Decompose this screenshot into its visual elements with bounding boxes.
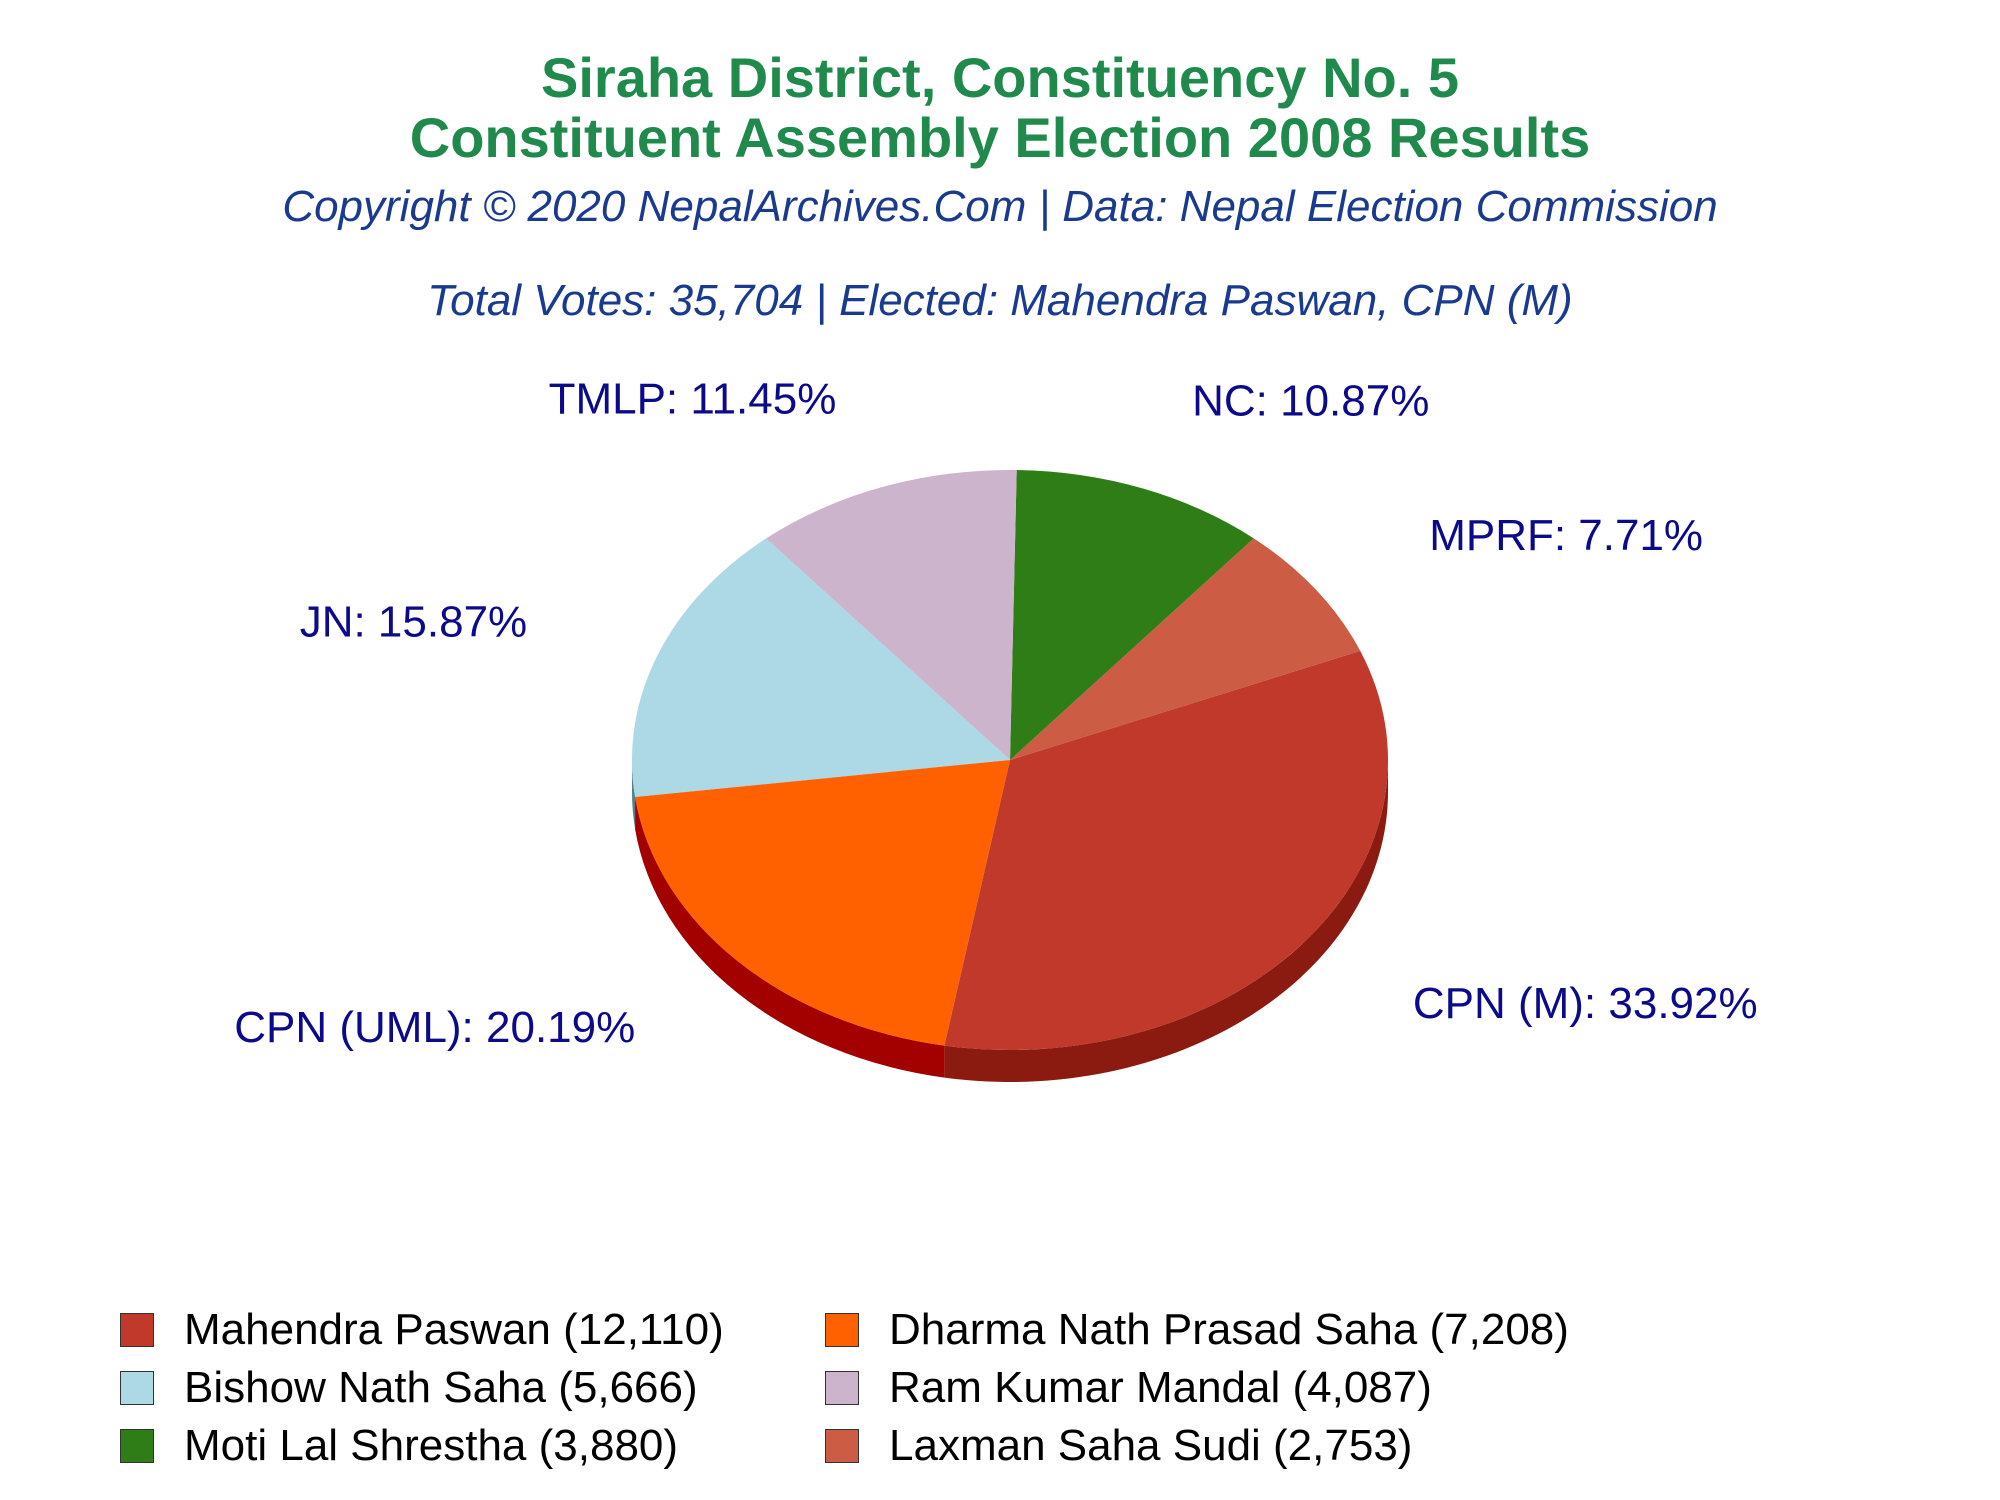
pie-slice bbox=[631, 538, 1010, 797]
legend-item: Laxman Saha Sudi (2,753) bbox=[825, 1416, 1412, 1476]
legend-item: Moti Lal Shrestha (3,880) bbox=[120, 1416, 678, 1476]
legend-item: Dharma Nath Prasad Saha (7,208) bbox=[825, 1300, 1569, 1360]
pie-side-wall bbox=[635, 796, 945, 1078]
legend-swatch bbox=[825, 1313, 859, 1347]
pie-slice bbox=[766, 470, 1017, 760]
legend-label: Laxman Saha Sudi (2,753) bbox=[889, 1421, 1413, 1470]
slice-label: NC: 10.87% bbox=[1192, 377, 1429, 426]
chart-title-line2: Constituent Assembly Election 2008 Resul… bbox=[409, 106, 1591, 169]
slice-label: CPN (UML): 20.19% bbox=[234, 1003, 635, 1052]
legend-item: Ram Kumar Mandal (4,087) bbox=[825, 1358, 1432, 1418]
chart-summary: Total Votes: 35,704 | Elected: Mahendra … bbox=[427, 276, 1573, 325]
legend-label: Mahendra Paswan (12,110) bbox=[184, 1305, 724, 1354]
slice-label: JN: 15.87% bbox=[300, 598, 527, 647]
legend-label: Dharma Nath Prasad Saha (7,208) bbox=[889, 1305, 1569, 1354]
legend-item: Bishow Nath Saha (5,666) bbox=[120, 1358, 698, 1418]
pie-side-wall bbox=[632, 760, 636, 829]
pie-slice bbox=[944, 650, 1388, 1050]
slice-label: MPRF: 7.71% bbox=[1429, 511, 1703, 560]
legend-label: Bishow Nath Saha (5,666) bbox=[184, 1363, 698, 1412]
chart-title: Siraha District, Constituency No. 5 bbox=[541, 46, 1459, 109]
slice-label: TMLP: 11.45% bbox=[549, 374, 837, 423]
legend-swatch bbox=[120, 1313, 154, 1347]
legend-swatch bbox=[825, 1429, 859, 1463]
legend-swatch bbox=[120, 1429, 154, 1463]
pie-slice bbox=[1010, 538, 1361, 760]
legend-label: Moti Lal Shrestha (3,880) bbox=[184, 1421, 679, 1470]
legend-swatch bbox=[120, 1371, 154, 1405]
pie-slice bbox=[635, 760, 1010, 1046]
legend-item: Mahendra Paswan (12,110) bbox=[120, 1300, 724, 1360]
pie-side-wall bbox=[944, 760, 1388, 1082]
pie-slice bbox=[1010, 470, 1254, 760]
pie-chart: CPN (M): 33.92% MPRF: 7.71% NC: 10.87% TMLP… bbox=[234, 374, 1758, 1082]
chart-subtitle: Copyright © 2020 NepalArchives.Com | Dat… bbox=[282, 182, 1718, 231]
slice-label: CPN (M): 33.92% bbox=[1413, 979, 1758, 1028]
legend-label: Ram Kumar Mandal (4,087) bbox=[889, 1363, 1432, 1412]
legend-swatch bbox=[825, 1371, 859, 1405]
